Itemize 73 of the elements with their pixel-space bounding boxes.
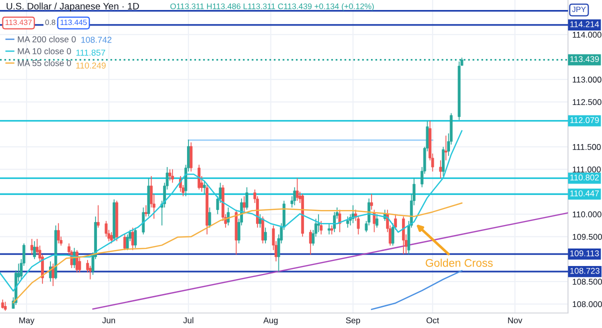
candlestick — [258, 214, 262, 228]
legend-label: MA 10 close 0 — [18, 48, 71, 54]
candlestick — [190, 142, 193, 172]
ref-line-label: 110.447 — [570, 190, 599, 196]
ref-line-label: 108.723 — [570, 268, 600, 274]
candlestick — [264, 227, 267, 244]
candlestick — [370, 194, 373, 210]
y-tick-label: 113.000 — [572, 76, 602, 83]
candlestick — [333, 212, 336, 233]
candlestick — [261, 216, 264, 244]
y-tick-label: 108.000 — [572, 301, 602, 308]
candlestick — [296, 178, 299, 202]
ref-line-label: 109.113 — [570, 250, 599, 256]
annotation: 108.742 — [81, 36, 112, 43]
y-tick-label: 112.500 — [572, 99, 602, 106]
x-tick-label: Nov — [508, 317, 522, 324]
candlestick — [202, 180, 206, 194]
x-tick-label: Sep — [346, 317, 360, 325]
y-tick-label: 111.500 — [572, 144, 601, 150]
y-tick-label: 111.000 — [572, 166, 601, 172]
candlestick — [131, 227, 134, 251]
y-tick-label: 114.000 — [572, 32, 602, 38]
candlestick — [444, 135, 448, 161]
annotation: 110.249 — [76, 62, 106, 69]
candlestick — [242, 196, 246, 212]
y-tick-label: 108.500 — [572, 278, 602, 285]
x-tick-label: May — [19, 317, 34, 325]
candlestick — [372, 209, 376, 233]
y-tick-label: 109.500 — [572, 234, 602, 240]
candlestick — [126, 234, 129, 251]
ref-line-label: 114.214 — [570, 21, 599, 28]
chart-subtitle: O113.311 H113.486 L113.311 C113.439 +0.134 (+0.12%) — [170, 3, 374, 11]
candlestick — [394, 214, 397, 230]
x-tick-label: Jul — [183, 317, 194, 324]
line-series — [370, 270, 462, 310]
candlestick — [134, 227, 137, 248]
candlestick — [33, 240, 36, 260]
candlestick — [317, 214, 320, 233]
candlestick — [110, 232, 113, 244]
candlestick — [96, 204, 100, 228]
candlestick — [309, 230, 312, 256]
candlestick — [226, 207, 230, 226]
candlestick — [338, 209, 342, 233]
candlestick — [402, 216, 405, 255]
ref-line-label: 112.079 — [570, 117, 599, 124]
legend-label: MA 55 close 0 — [18, 60, 71, 66]
legend-label: MA 200 close 0 — [18, 36, 76, 42]
ref-line-label: 113.439 — [570, 56, 599, 62]
x-tick-label: Jun — [102, 317, 115, 324]
y-tick-label: 110.000 — [572, 211, 602, 218]
candlestick — [245, 186, 248, 210]
candlestick — [439, 160, 442, 179]
candlestick — [293, 186, 296, 206]
candlestick — [198, 164, 200, 190]
candlestick — [30, 238, 34, 256]
candlestick — [171, 168, 174, 184]
candlestick — [208, 207, 212, 228]
annotation: 111.857 — [76, 50, 106, 56]
candlestick — [56, 222, 60, 244]
candlestick — [104, 220, 108, 238]
annotation: Golden Cross — [426, 258, 493, 267]
candlestick — [391, 222, 394, 246]
chart-title: U.S. Dollar / Japanese Yen · 1D — [6, 2, 139, 12]
x-tick-label: Aug — [263, 317, 278, 325]
candlestick — [168, 168, 172, 181]
candlestick — [442, 146, 445, 176]
x-tick-label: Oct — [426, 317, 440, 324]
candlestick — [346, 216, 350, 228]
candlestick — [144, 204, 148, 217]
ref-line-label: 110.802 — [570, 174, 599, 180]
candlestick — [320, 220, 323, 235]
candlestick — [375, 214, 378, 228]
candlestick — [142, 207, 145, 235]
